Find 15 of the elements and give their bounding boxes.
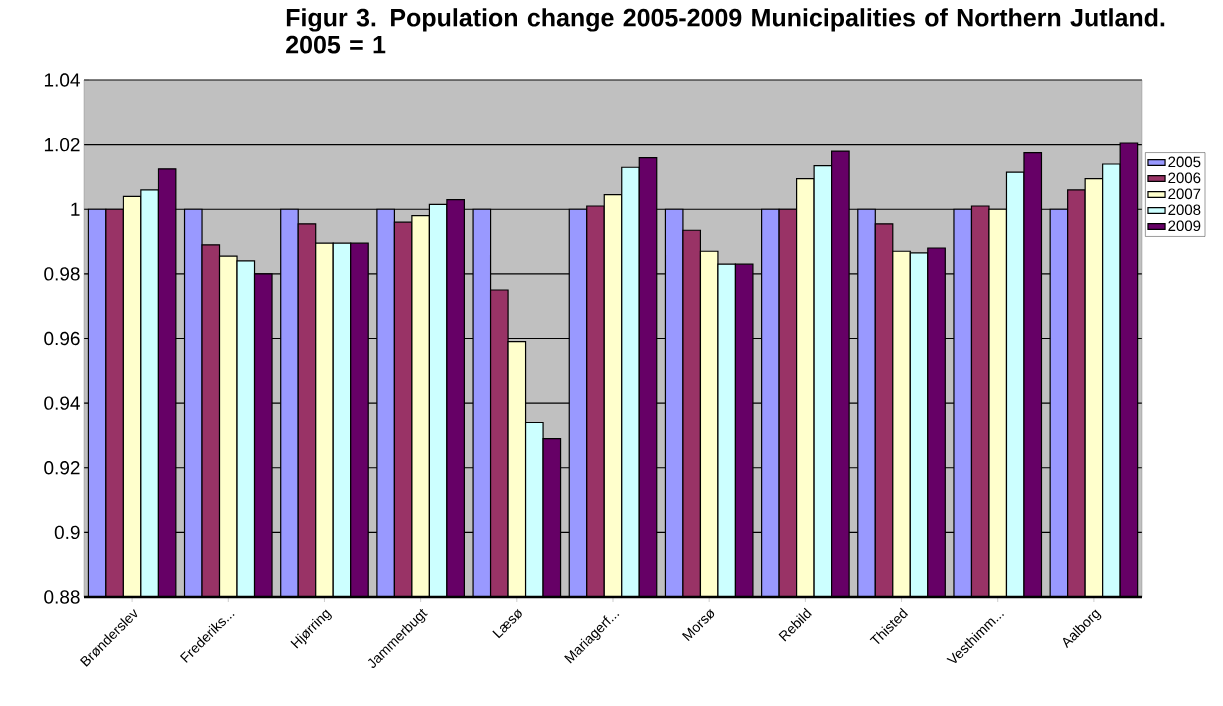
y-tick-label: 0.94	[44, 396, 80, 410]
y-tick-label: 0.88	[44, 590, 80, 604]
y-tick-label: 0.92	[44, 461, 80, 475]
chart-title: Figur 3. Population change 2005-2009 Municipalities of Northern Jutland. 2005 = 1	[286, 8, 1165, 54]
y-tick-label: 1	[71, 202, 80, 216]
legend-label: 2009	[1168, 220, 1201, 232]
legend-label: 2008	[1168, 204, 1201, 216]
legend-label: 2006	[1168, 172, 1201, 184]
y-tick-label: 1.04	[44, 73, 80, 87]
y-tick-label: 0.9	[54, 525, 80, 540]
y-tick-label: 0.96	[44, 331, 80, 346]
legend-label: 2005	[1168, 156, 1201, 168]
legend-label: 2007	[1168, 188, 1201, 200]
y-tick-label: 1.02	[44, 137, 80, 152]
y-tick-label: 0.98	[44, 267, 80, 281]
